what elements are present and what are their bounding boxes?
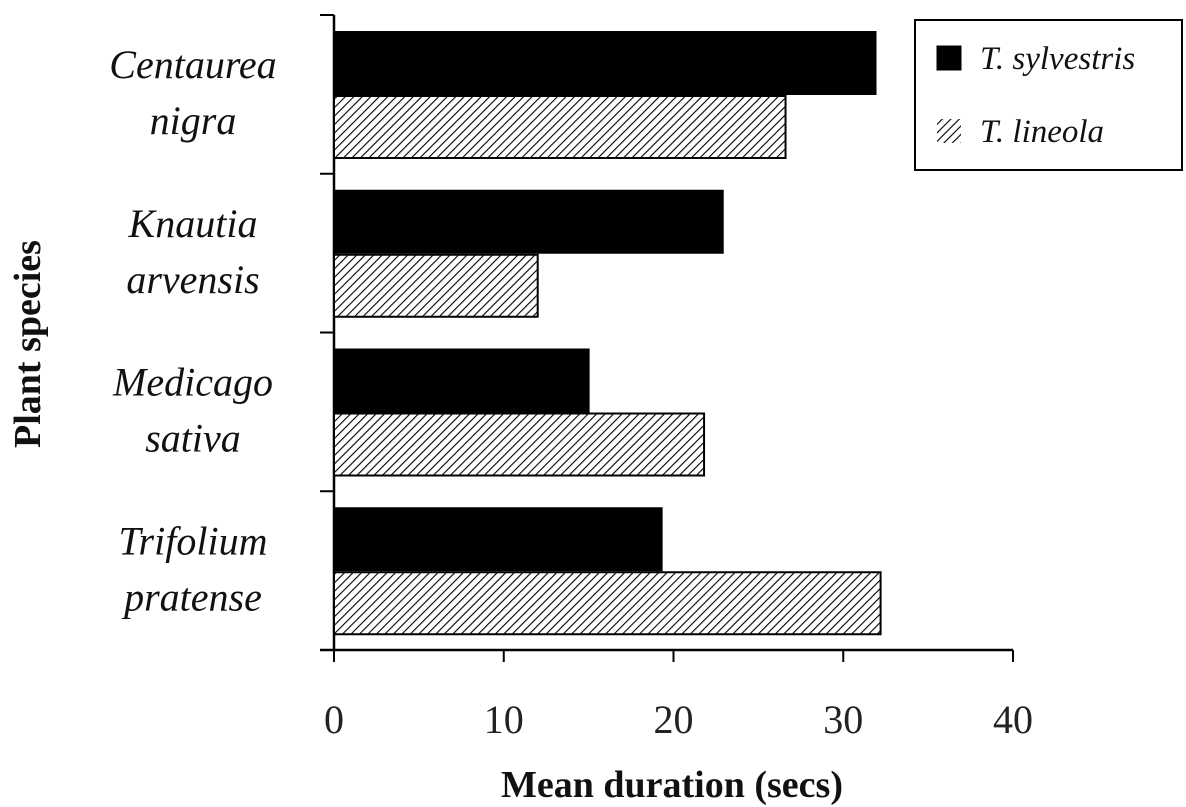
x-tick-label: 0: [324, 697, 344, 742]
bar-sylvestris: [333, 31, 877, 95]
bar-lineola: [333, 571, 882, 636]
legend-swatch: [936, 45, 962, 71]
category-label-genus: Centaurea: [109, 42, 276, 87]
x-axis-title: Mean duration (secs): [501, 764, 843, 806]
category-label-genus: Medicago: [112, 360, 273, 405]
legend-box: [914, 19, 1183, 171]
legend-label: T. lineola: [980, 114, 1104, 150]
category-label-species: arvensis: [126, 257, 259, 302]
category-label-genus: Knautia: [128, 201, 258, 246]
category-label-species: pratense: [121, 574, 262, 619]
bars: [333, 31, 882, 636]
x-tick-label: 20: [654, 697, 694, 742]
category-labels: Centaurea nigra Knautia arvensis Medicago sat…: [109, 42, 276, 619]
bar-lineola: [333, 412, 706, 477]
x-tick-label: 10: [484, 697, 524, 742]
bar-lineola: [333, 253, 539, 318]
y-axis: [320, 14, 336, 651]
legend-label: T. sylvestris: [980, 41, 1135, 77]
bar-lineola: [333, 95, 787, 159]
bar-sylvestris: [333, 507, 663, 572]
x-tick-label: 30: [823, 697, 863, 742]
bar-sylvestris: [333, 348, 590, 413]
category-label-genus: Trifolium: [119, 518, 268, 563]
bar-sylvestris: [333, 189, 724, 254]
legend-swatch: [937, 119, 961, 143]
y-axis-title: Plant species: [7, 240, 49, 448]
category-label-species: nigra: [150, 98, 237, 143]
x-axis: 0 10 20 30 40: [320, 648, 1033, 742]
legend: T. sylvestris T. lineola: [914, 19, 1183, 171]
x-tick-label: 40: [993, 697, 1033, 742]
category-label-species: sativa: [145, 416, 241, 461]
